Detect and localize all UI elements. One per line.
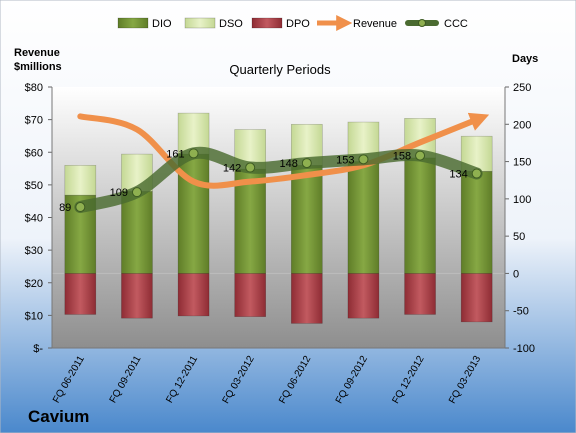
ccc-data-label: 142 [223,163,241,175]
ccc-line [74,146,483,214]
dpo-bar [291,273,323,324]
legend: DIO DSO DPO Revenue CCC [117,14,468,32]
left-tick-label: $10 [25,310,43,322]
legend-label: Revenue [353,18,397,30]
plot-area [52,87,505,348]
dpo-bar [234,273,266,317]
dio-bar [234,168,266,274]
right-axis: -100 -50 0 50 100 150 200 250 [504,82,535,355]
dpo-bar [177,273,210,317]
dpo-bar [404,273,436,315]
chart-title: Quarterly Periods [229,62,331,77]
legend-swatch [251,17,283,29]
right-tick-label: -100 [513,343,535,355]
ccc-point [301,158,312,169]
left-tick-label: $30 [25,245,43,257]
ccc-data-label: 161 [166,148,184,160]
left-tick-label: $80 [25,82,43,94]
ccc-data-label: 158 [393,151,411,163]
revenue-line [77,112,490,189]
right-tick-label: 150 [513,157,531,169]
legend-label: CCC [444,18,468,30]
left-tick-label: $- [33,343,43,355]
ccc-point [188,148,199,159]
legend-label: DPO [286,18,310,30]
dso-bar [64,165,97,196]
dio-bar [460,170,493,274]
right-tick-label: 200 [513,119,531,131]
legend-swatch [117,17,149,29]
legend-label: DSO [219,18,243,30]
right-tick-label: 50 [513,231,525,243]
ccc-data-label: 148 [279,158,297,170]
ccc-data-label: 153 [336,154,354,166]
ccc-point [471,168,482,179]
dio-bar [121,191,153,274]
dpo-bar [460,273,493,323]
right-axis-title: Days [512,53,538,65]
left-axis-title-line2: $millions [14,61,62,73]
ccc-data-label: 134 [449,169,467,181]
legend-swatch [184,17,216,29]
legend-label: DIO [152,18,172,30]
ccc-data-label: 109 [110,187,128,199]
right-tick-label: -50 [513,306,529,318]
ccc-data-label: 89 [59,202,71,214]
left-tick-label: $40 [25,213,43,225]
left-axis-title-line1: Revenue [14,47,60,59]
dio-bar [347,161,380,274]
dio-bar [291,165,323,274]
dpo-bar [121,273,153,319]
left-tick-label: $60 [25,147,43,159]
left-tick-label: $70 [25,115,43,127]
left-axis: $- $10 $20 $30 $40 $50 $60 $70 $80 [25,82,53,355]
ccc-series: 89 109 161 142 148 153 158 134 [59,146,483,214]
legend-marker [418,19,426,27]
right-tick-label: 250 [513,82,531,94]
dio-bar [404,157,436,274]
ccc-point [358,154,369,165]
dpo-bar [347,273,380,319]
left-tick-label: $50 [25,180,43,192]
ccc-point [415,150,426,161]
company-name: Cavium [28,407,89,426]
dpo-bar [64,273,97,315]
ccc-point [131,187,142,198]
revenue-series [77,112,490,189]
left-tick-label: $20 [25,278,43,290]
ccc-point [245,162,256,173]
right-tick-label: 100 [513,194,531,206]
ccc-point [75,202,86,213]
right-tick-label: 0 [513,268,519,280]
